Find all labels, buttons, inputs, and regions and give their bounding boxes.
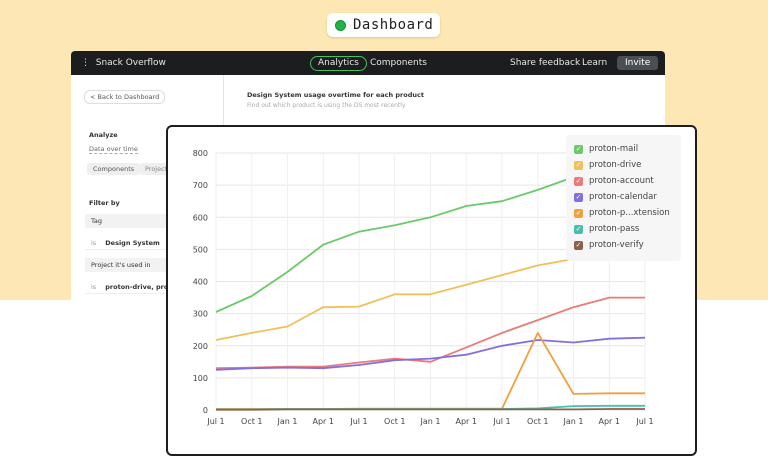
legend-label: proton-account [589,176,654,186]
project-value: proton-drive, proton- [105,283,184,291]
x-tick-label: Jul 1 [635,417,653,426]
project-filter-value[interactable]: is proton-drive, proton- [85,280,223,294]
x-tick-label: Jan 1 [277,417,298,426]
legend-item[interactable]: ✓ proton-p...xtension [574,207,670,219]
app-brand[interactable]: ⋮ Snack Overflow [81,58,166,68]
components-chip[interactable]: Components [87,163,141,175]
legend-label: proton-drive [589,160,642,170]
back-to-dashboard-button[interactable]: < Back to Dashboard [84,90,166,104]
y-tick-label: 300 [193,310,208,319]
y-tick-label: 200 [193,342,208,351]
legend-item[interactable]: ✓ proton-drive [574,159,641,171]
tag-is-label: is [91,239,97,247]
legend-checkbox-icon[interactable]: ✓ [574,144,583,154]
y-tick-label: 800 [193,149,208,158]
x-tick-label: Jul 1 [206,417,224,426]
tab-analytics[interactable]: Analytics [310,56,367,71]
x-tick-label: Apr 1 [313,417,334,426]
legend-label: proton-mail [589,144,639,154]
app-brand-label: Snack Overflow [95,58,166,68]
y-tick-label: 400 [193,278,208,287]
legend-item[interactable]: ✓ proton-calendar [574,191,657,203]
analyze-heading: Analyze [89,131,118,139]
tab-components[interactable]: Components [370,58,427,68]
chart-legend: ✓ proton-mail ✓ proton-drive ✓ proton-account… [566,135,681,261]
status-dot-icon [335,19,346,31]
legend-checkbox-icon[interactable]: ✓ [574,224,583,234]
series-line-proton-calendar [215,336,646,371]
x-tick-label: Jul 1 [492,417,510,426]
app-top-bar: ⋮ Snack Overflow Analytics Components Sh… [71,51,665,75]
y-tick-label: 600 [193,213,208,222]
share-feedback-link[interactable]: Share feedback [510,58,581,68]
legend-checkbox-icon[interactable]: ✓ [574,240,583,250]
data-over-time-option[interactable]: Data over time [89,145,138,154]
x-tick-label: Apr 1 [599,417,620,426]
y-tick-label: 0 [203,406,208,415]
legend-checkbox-icon[interactable]: ✓ [574,192,583,202]
x-tick-label: Jan 1 [563,417,584,426]
filter-by-heading: Filter by [89,199,120,207]
x-tick-label: Apr 1 [456,417,477,426]
invite-button[interactable]: Invite [617,56,659,70]
dashboard-badge-label: Dashboard [353,17,434,33]
dashboard-badge: Dashboard [327,13,440,37]
y-tick-label: 500 [193,245,208,254]
x-tick-label: Jan 1 [420,417,441,426]
y-tick-label: 100 [193,374,208,383]
legend-label: proton-pass [589,224,640,234]
legend-checkbox-icon[interactable]: ✓ [574,176,583,186]
project-is-label: is [91,283,97,291]
x-tick-label: Jul 1 [349,417,367,426]
x-tick-label: Oct 1 [384,417,405,426]
legend-item[interactable]: ✓ proton-pass [574,223,639,235]
tag-value: Design System [105,239,160,247]
usage-line-chart: 0 100 200 300 400 500 600 700 800 Jul 1 Oct 1 Jan 1… [193,149,654,426]
page-subtitle: Find out which product is using the DS m… [247,102,406,109]
tag-filter-value[interactable]: is Design System [85,236,223,250]
legend-label: proton-verify [589,240,644,250]
legend-item[interactable]: ✓ proton-verify [574,239,644,251]
series-line-proton-account [215,296,645,370]
legend-item[interactable]: ✓ proton-account [574,175,654,187]
x-tick-label: Oct 1 [241,417,262,426]
legend-label: proton-calendar [589,192,657,202]
page-title: Design System usage overtime for each pr… [247,91,424,99]
usage-chart-card: 0 100 200 300 400 500 600 700 800 Jul 1 Oct 1 Jan 1… [166,125,697,456]
legend-checkbox-icon[interactable]: ✓ [574,208,583,218]
x-tick-label: Oct 1 [527,417,548,426]
legend-checkbox-icon[interactable]: ✓ [574,160,583,170]
learn-link[interactable]: Learn [582,58,608,68]
legend-label: proton-p...xtension [589,208,670,218]
y-tick-label: 700 [193,181,208,190]
legend-item[interactable]: ✓ proton-mail [574,143,638,155]
series-line-proton-verify [216,408,645,411]
